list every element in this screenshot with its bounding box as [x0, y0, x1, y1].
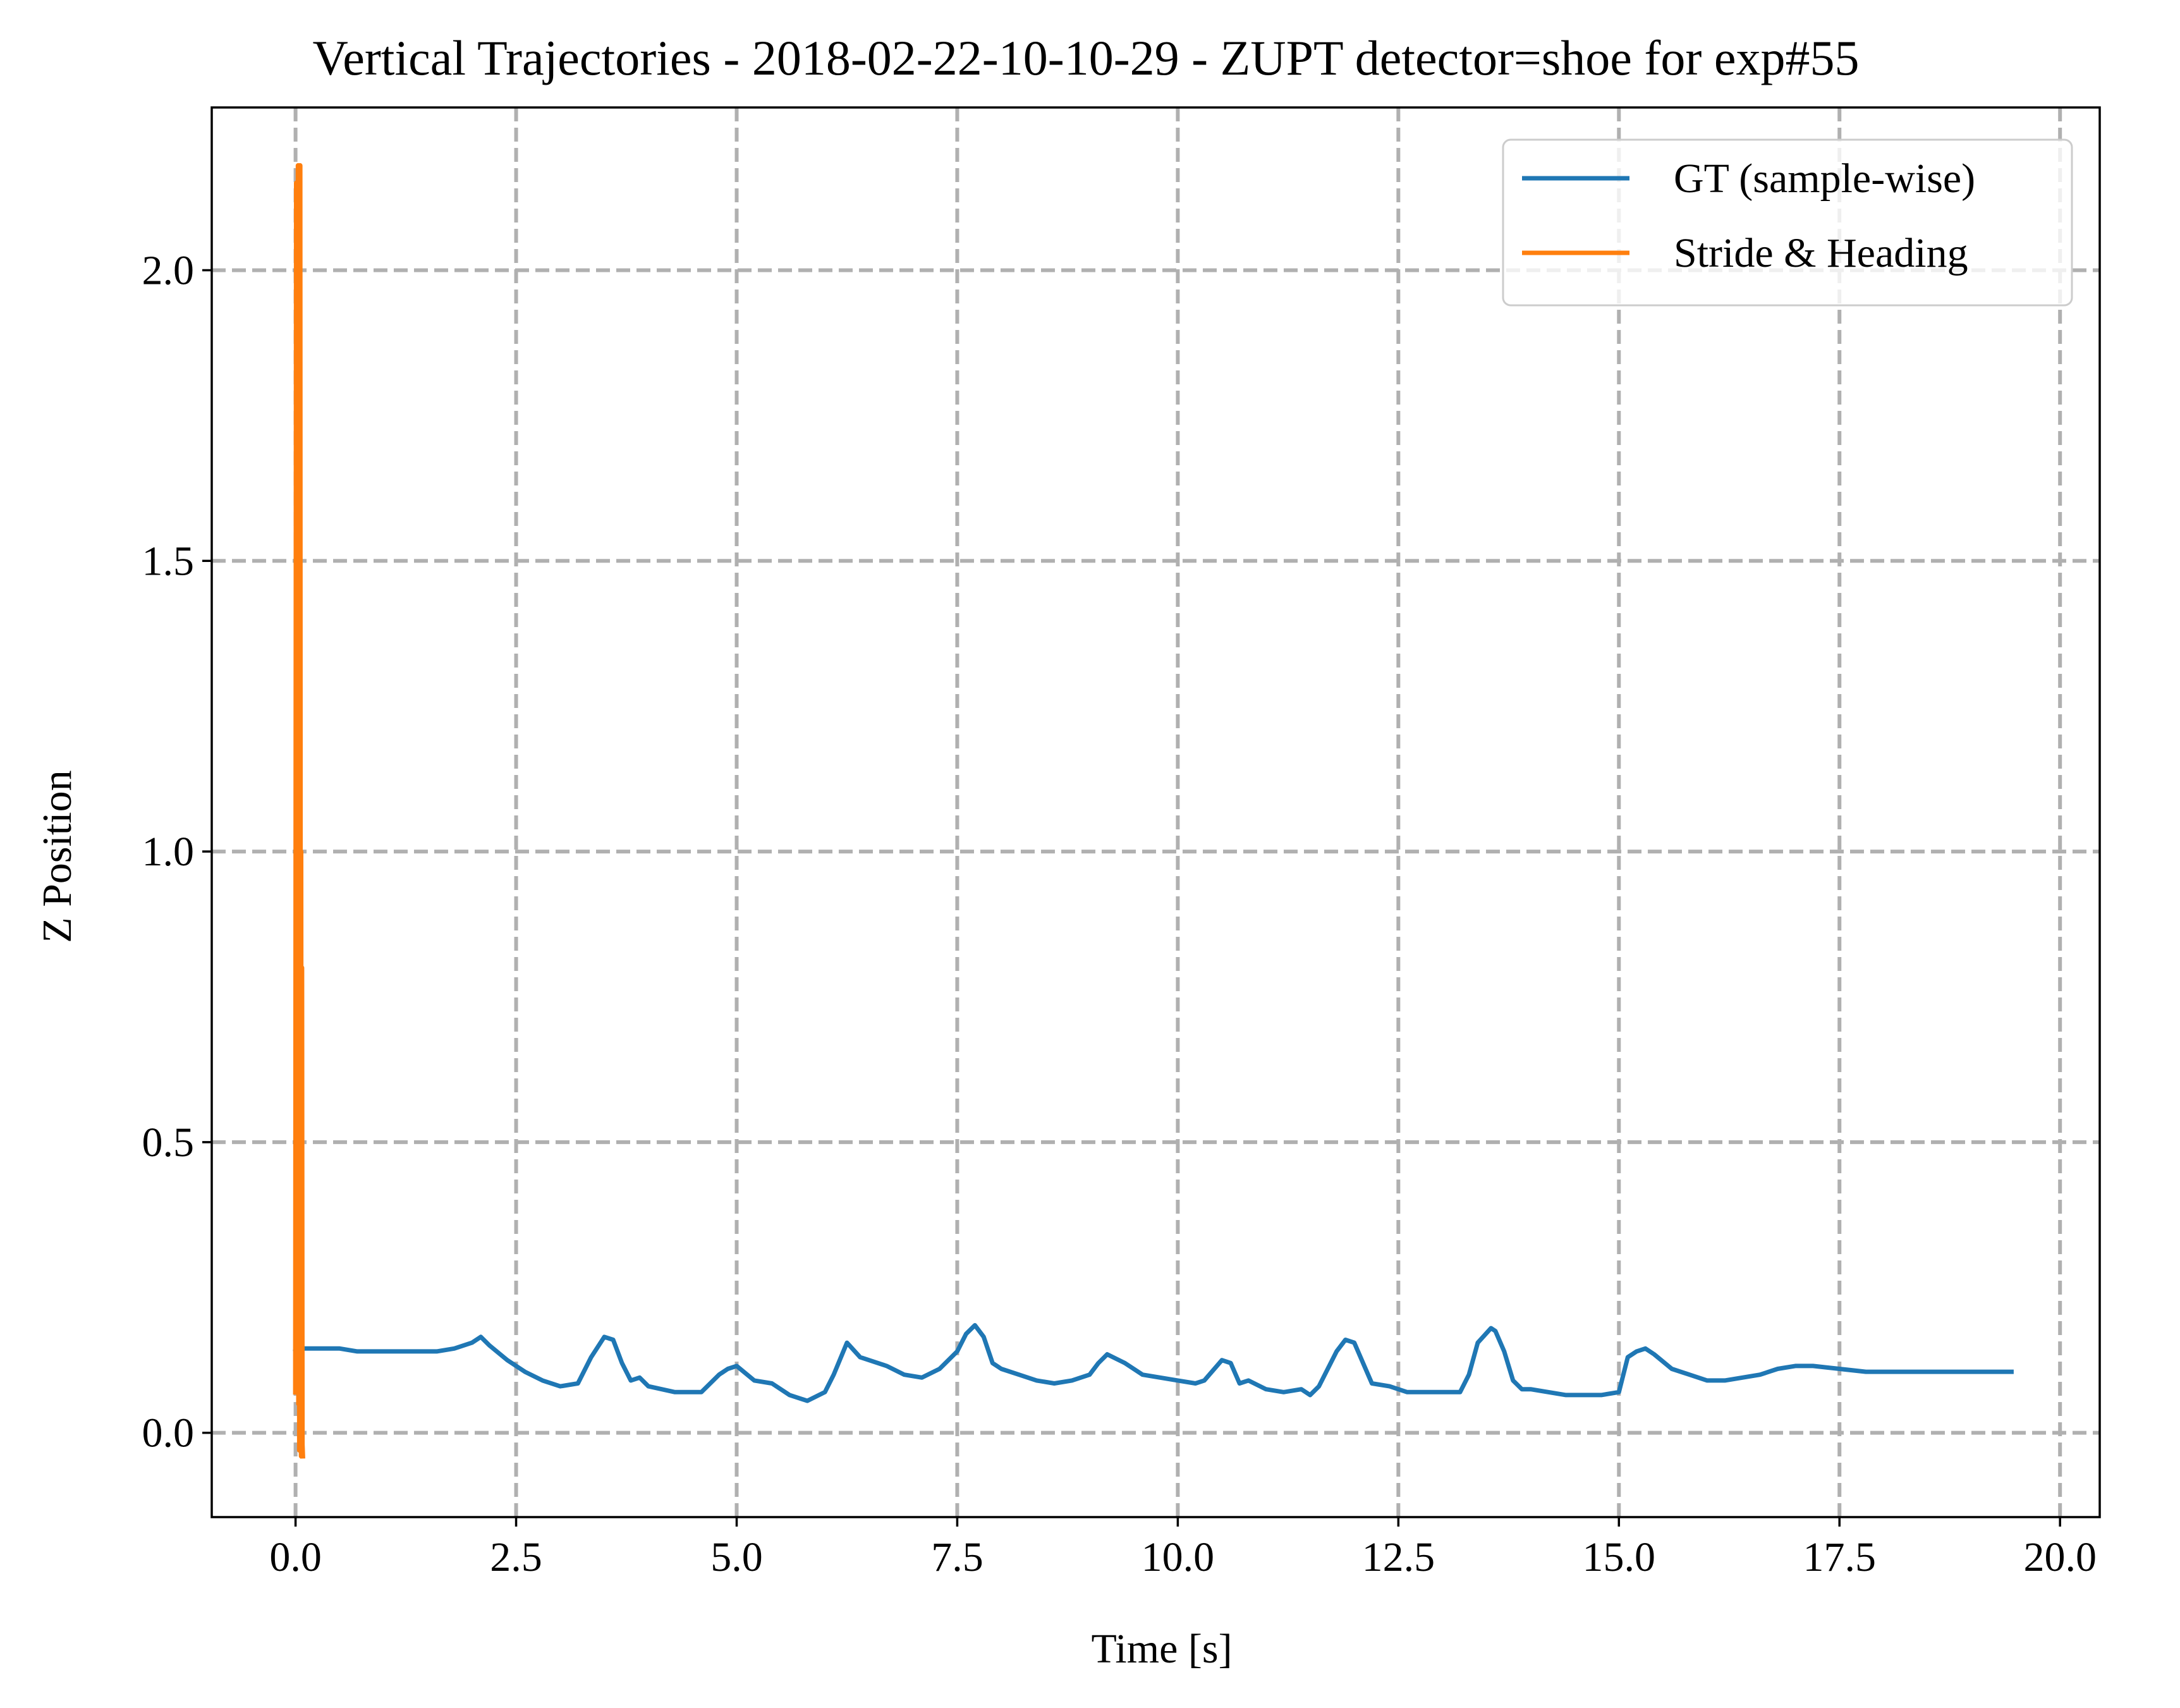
chart-title: Vertical Trajectories - 2018-02-22-10-10…: [313, 30, 1860, 85]
y-tick-label: 0.0: [142, 1410, 195, 1456]
x-axis-ticks: 0.0 2.5 5.0 7.5 10.0 12.5 15.0 17.5 20.0: [269, 1517, 2097, 1580]
plot-frame: [210, 106, 2101, 1518]
legend: GT (sample-wise) Stride & Heading: [1502, 138, 2073, 307]
x-tick-label: 17.5: [1803, 1534, 1876, 1580]
y-tick-label: 1.5: [142, 538, 195, 584]
y-tick-label: 2.0: [142, 247, 195, 293]
x-axis-label: Time [s]: [1091, 1626, 1232, 1672]
x-tick-label: 12.5: [1362, 1534, 1435, 1580]
x-tick-label: 2.5: [490, 1534, 542, 1580]
y-tick-label: 0.5: [142, 1119, 195, 1166]
series-line-gt: [293, 1323, 2014, 1403]
series-lines: [293, 163, 2014, 1459]
series-line-stride-heading: [293, 163, 305, 1459]
x-tick-label: 10.0: [1142, 1534, 1215, 1580]
y-axis-ticks: 0.0 0.5 1.0 1.5 2.0: [142, 247, 212, 1456]
legend-label-gt: GT (sample-wise): [1674, 156, 1975, 202]
y-axis-label: Z Position: [34, 770, 80, 942]
legend-box: [1502, 138, 2073, 307]
x-tick-label: 0.0: [269, 1534, 322, 1580]
legend-label-stride-heading: Stride & Heading: [1674, 230, 1968, 276]
x-tick-label: 5.0: [710, 1534, 763, 1580]
x-tick-label: 7.5: [931, 1534, 983, 1580]
x-tick-label: 15.0: [1583, 1534, 1656, 1580]
y-tick-label: 1.0: [142, 829, 195, 875]
x-tick-label: 20.0: [2023, 1534, 2097, 1580]
